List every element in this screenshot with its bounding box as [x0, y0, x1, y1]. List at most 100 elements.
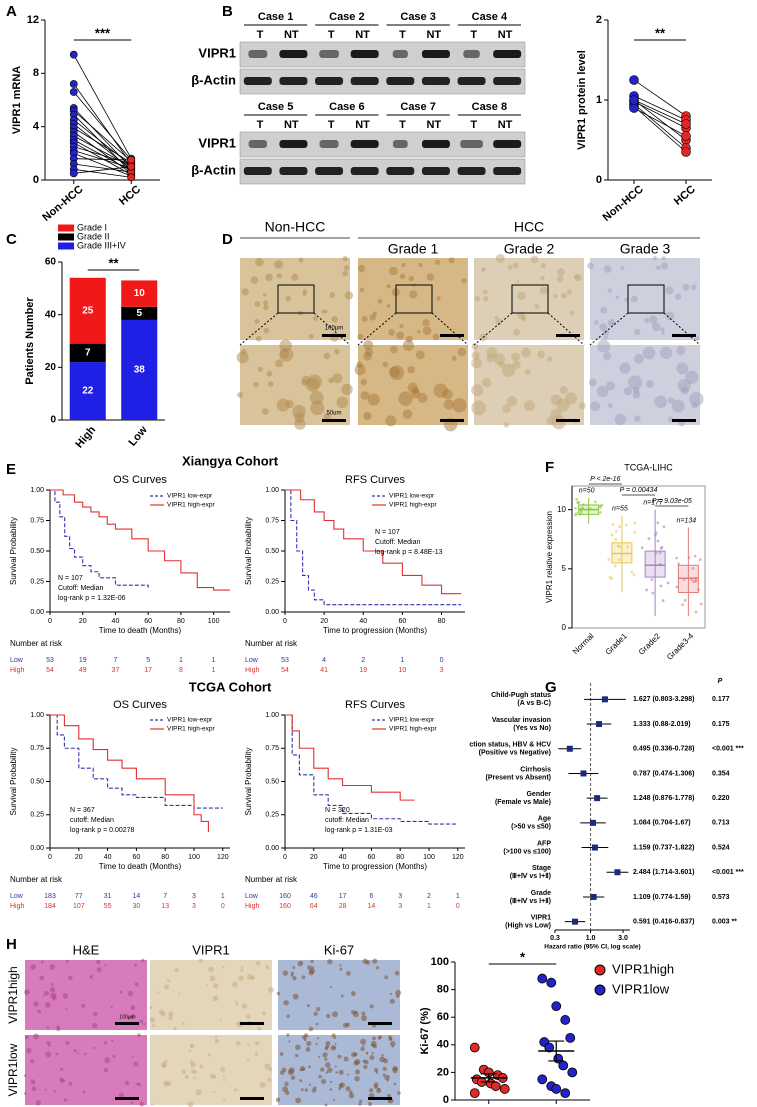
tissue-texture: [208, 1053, 211, 1057]
tissue-texture: [652, 256, 658, 261]
tissue-texture: [264, 1063, 271, 1070]
tissue-texture: [376, 1088, 382, 1094]
tissue-texture: [367, 393, 380, 406]
legend-label: VIPR1 low-expr: [389, 493, 435, 500]
tissue-texture: [96, 967, 102, 973]
tissue-texture: [32, 1033, 39, 1040]
tissue-texture: [178, 992, 181, 995]
lane-label: NT: [498, 119, 513, 131]
case-label: Case 3: [400, 11, 435, 23]
survival-curve: [50, 489, 149, 588]
blot-band: [493, 167, 522, 175]
tissue-texture: [286, 1014, 290, 1018]
tissue-texture: [111, 1039, 114, 1042]
significance-label: *: [520, 949, 526, 964]
tissue-texture: [634, 353, 644, 364]
tissue-texture: [213, 1090, 216, 1093]
tissue-texture: [377, 1087, 380, 1090]
tissue-texture: [594, 320, 599, 325]
tissue-texture: [279, 347, 294, 362]
tissue-texture: [599, 323, 608, 332]
tissue-texture: [341, 383, 353, 396]
tissue-texture: [667, 397, 675, 404]
y-tick-label: 0.50: [265, 548, 279, 555]
tissue-texture: [494, 315, 498, 320]
tissue-texture: [55, 1052, 59, 1056]
jitter-decoration: [694, 579, 698, 583]
tissue-texture: [324, 1103, 328, 1107]
y-tick-label: 60: [437, 1011, 449, 1023]
tissue-texture: [359, 1099, 363, 1103]
tissue-texture: [398, 391, 413, 406]
tissue-texture: [346, 1073, 349, 1076]
tissue-texture: [274, 260, 283, 269]
jitter-decoration: [581, 506, 585, 510]
tissue-texture: [329, 292, 336, 298]
y-tick-label: 100: [431, 956, 449, 968]
pair-line: [73, 119, 132, 166]
x-axis-label: Time to death (Months): [99, 862, 182, 871]
tissue-texture: [539, 286, 548, 295]
tissue-texture: [537, 350, 545, 359]
risk-value: 37: [112, 667, 120, 674]
risk-value: 160: [279, 893, 291, 900]
tissue-texture: [407, 382, 418, 393]
tissue-texture: [24, 989, 30, 996]
y-tick-label: 0: [50, 415, 56, 426]
blot-band: [279, 77, 308, 85]
row-label: VIPR1high: [6, 966, 20, 1023]
inset-box: [511, 284, 549, 314]
tissue-texture: [23, 1092, 27, 1095]
tissue-texture: [140, 958, 145, 963]
bar-segment: [121, 319, 158, 420]
jitter-decoration: [618, 525, 621, 529]
tissue-texture: [388, 1036, 393, 1041]
risk-value: 1: [221, 893, 225, 900]
tissue-texture: [422, 319, 430, 327]
tissue-texture: [329, 1080, 333, 1084]
y-tick-label: 0.50: [30, 548, 44, 555]
panel-label: D: [222, 231, 233, 248]
tissue-texture: [401, 262, 406, 268]
tissue-texture: [267, 1078, 272, 1082]
tissue-texture: [384, 975, 389, 980]
tissue-texture: [402, 409, 413, 419]
risk-value: 8: [179, 667, 183, 674]
lane-label: T: [257, 29, 264, 41]
tissue-texture: [306, 1040, 312, 1047]
risk-value: 13: [161, 903, 169, 910]
tissue-texture: [181, 1022, 185, 1025]
blot-row-label: β-Actin: [191, 162, 236, 177]
x-tick-label: 80: [177, 618, 185, 625]
tissue-texture: [253, 381, 259, 388]
annotation: log-rank p = 1.31E-03: [325, 827, 393, 834]
tissue-texture: [363, 1059, 369, 1065]
jitter-decoration: [614, 530, 618, 533]
point: [558, 1060, 569, 1071]
tissue-texture: [292, 966, 296, 970]
tissue-texture: [363, 1064, 368, 1070]
tissue-texture: [550, 394, 562, 406]
tissue-texture: [517, 311, 525, 320]
tissue-texture: [73, 1049, 77, 1053]
inset-guide: [589, 312, 629, 346]
scale-bar: [322, 334, 346, 337]
tissue-texture: [268, 1067, 273, 1072]
tissue-texture: [241, 1003, 247, 1009]
tissue-texture: [299, 1068, 303, 1072]
jitter-decoration: [656, 521, 660, 525]
tissue-texture: [605, 381, 616, 391]
pair-line: [73, 168, 132, 178]
tissue-texture: [363, 340, 374, 350]
inset-guide: [239, 312, 279, 346]
tissue-texture: [103, 1041, 108, 1045]
row-sublabel: (High vs Low): [505, 922, 551, 929]
panel-label: E: [6, 461, 16, 478]
n-label: n=177: [643, 500, 664, 507]
lane-label: T: [328, 29, 335, 41]
tissue-texture: [281, 1067, 287, 1073]
tissue-texture: [305, 1047, 311, 1052]
row-label: Cirrhosis: [520, 766, 551, 773]
tissue-texture: [334, 1065, 337, 1068]
